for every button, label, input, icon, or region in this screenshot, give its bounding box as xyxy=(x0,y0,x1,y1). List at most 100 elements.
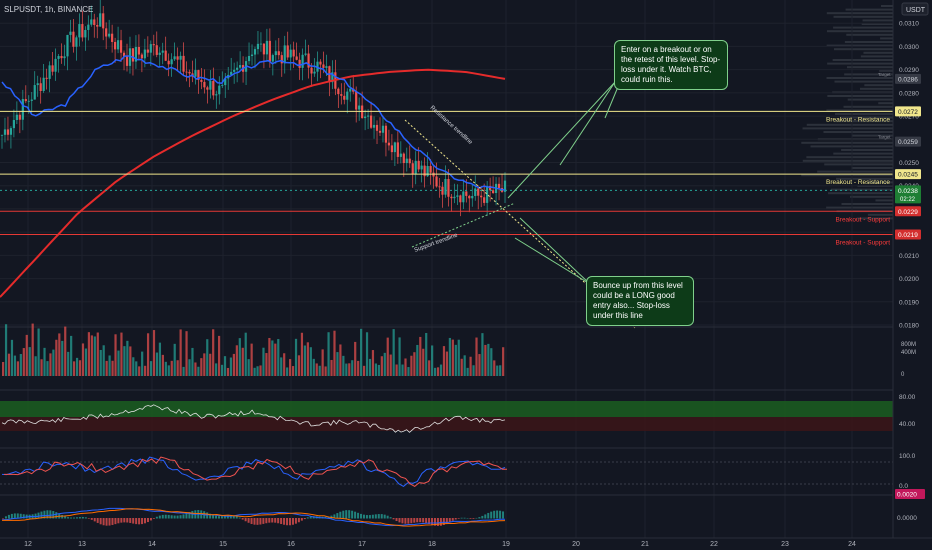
volume-profile-bar xyxy=(834,80,893,83)
volume-bar xyxy=(300,332,304,376)
macd-bar xyxy=(10,513,13,519)
candle-body xyxy=(411,163,414,175)
volume-bar xyxy=(22,348,25,376)
candle-body xyxy=(57,56,60,59)
price-scale[interactable] xyxy=(893,0,932,538)
volume-bar xyxy=(226,367,230,376)
volume-bar xyxy=(25,334,28,376)
volume-bar xyxy=(7,353,11,376)
level-label: Breakout - Resistance xyxy=(826,116,890,123)
candle-body xyxy=(441,186,444,195)
volume-bar xyxy=(84,348,88,376)
volume-bar xyxy=(96,332,99,376)
macd-bar xyxy=(395,518,398,522)
macd-tick-label: 0.0020 xyxy=(897,492,917,499)
callout-bounce-note[interactable]: Bounce up from this level could be a LON… xyxy=(586,276,694,326)
price-tick-label: 0.0200 xyxy=(899,276,919,283)
candle-body xyxy=(247,55,251,62)
macd-bar xyxy=(357,512,360,519)
candle-body xyxy=(45,77,48,79)
volume-bar xyxy=(457,339,460,376)
macd-bar xyxy=(96,518,99,523)
candle-body xyxy=(60,56,63,59)
macd-bar xyxy=(374,514,377,519)
volume-bar xyxy=(164,361,167,376)
volume-bar xyxy=(451,339,454,376)
volume-bar xyxy=(345,363,348,376)
macd-bar xyxy=(238,517,241,519)
candle-body xyxy=(63,56,66,59)
callout-entry-note[interactable]: Enter on a breakout or on the retest of … xyxy=(614,40,728,90)
candle-body xyxy=(366,115,370,117)
macd-bar xyxy=(389,517,392,519)
ma-slow-line xyxy=(0,68,506,298)
macd-bar xyxy=(220,516,223,519)
candle-body xyxy=(236,67,239,70)
candle-body xyxy=(206,87,209,90)
macd-bar xyxy=(81,516,84,519)
volume-bar xyxy=(478,354,481,376)
volume-bar xyxy=(185,331,188,376)
macd-bar xyxy=(84,517,87,519)
volume-bar xyxy=(413,352,416,376)
volume-profile-bar xyxy=(863,51,893,54)
time-axis[interactable]: 12 13 14 15 16 17 18 19 20 21 22 23 24 xyxy=(24,541,856,548)
macd-bar xyxy=(398,518,401,523)
target-tag-value: 0.0286 xyxy=(898,76,918,83)
candle-body xyxy=(489,185,492,191)
macd-bar xyxy=(75,517,78,519)
support-trendline[interactable] xyxy=(411,202,516,248)
candle-body xyxy=(307,53,310,68)
volume-profile-bar xyxy=(841,149,893,151)
candle-body xyxy=(250,54,254,56)
volume-bar xyxy=(487,343,490,376)
macd-bar xyxy=(99,518,102,525)
volume-bar xyxy=(493,360,496,376)
volume-profile-bar xyxy=(806,156,893,159)
candle-body xyxy=(325,66,328,68)
volume-profile-bar xyxy=(840,116,893,119)
macd-bar xyxy=(345,510,348,519)
candle-body xyxy=(179,55,182,60)
volume-profile-bar xyxy=(875,199,893,202)
candle-body xyxy=(137,46,141,55)
volume-profile-bar xyxy=(844,73,893,76)
macd-bar xyxy=(496,510,499,519)
macd-bar xyxy=(217,516,220,519)
macd-bar xyxy=(93,518,96,522)
candle-body xyxy=(69,31,72,35)
price-tick-label: 0.0290 xyxy=(899,67,919,74)
macd-bar xyxy=(37,512,40,519)
macd-bar xyxy=(457,518,460,519)
volume-profile-bar xyxy=(824,163,893,166)
volume-profile-bar xyxy=(879,69,893,72)
volume-bar xyxy=(271,340,274,376)
candle-body xyxy=(96,24,99,27)
candle-body xyxy=(161,50,164,53)
macd-bar xyxy=(297,518,300,523)
macd-bar xyxy=(55,512,58,519)
macd-bar xyxy=(419,518,422,523)
candle-body xyxy=(405,158,408,164)
macd-bar xyxy=(490,511,493,519)
volume-bar xyxy=(475,337,478,376)
macd-bar xyxy=(469,518,472,519)
candle-body xyxy=(84,29,87,38)
candle-body xyxy=(331,72,334,83)
candle-body xyxy=(221,85,224,86)
volume-profile-bar xyxy=(841,203,893,205)
candle-body xyxy=(337,88,340,95)
volume-bar xyxy=(19,354,22,376)
candle-body xyxy=(158,52,161,55)
macd-bar xyxy=(392,518,395,520)
current-price-value: 0.0238 xyxy=(898,188,918,195)
macd-bar xyxy=(365,515,368,519)
macd-bar xyxy=(215,515,218,519)
volume-bar xyxy=(336,352,339,376)
candle-body xyxy=(408,158,411,164)
candle-body xyxy=(125,56,129,66)
volume-profile-bar xyxy=(862,19,893,22)
stoch-d-line xyxy=(4,456,507,488)
candle-body xyxy=(167,60,170,65)
